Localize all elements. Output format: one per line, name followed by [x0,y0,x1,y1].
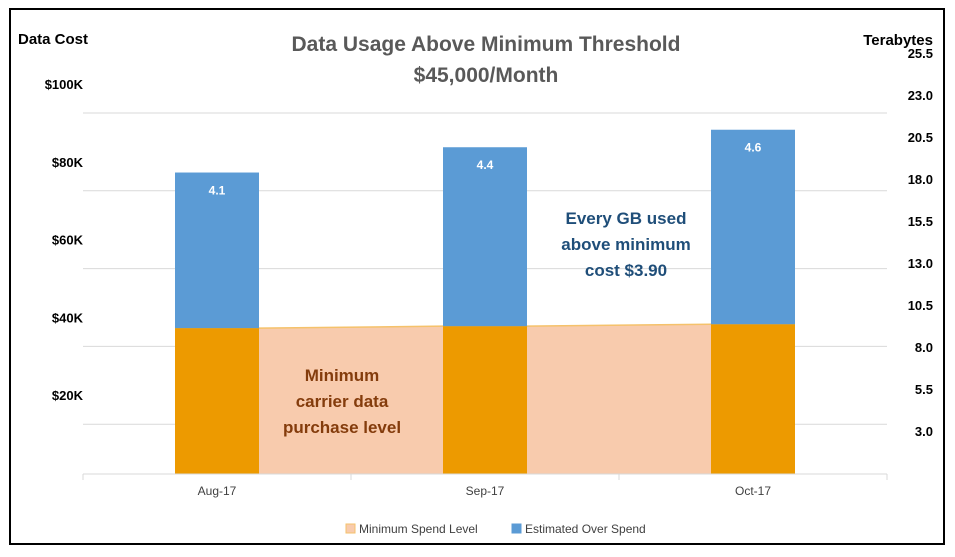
annotation-cost-per-gb-line: cost $3.90 [585,261,667,280]
annotation-minimum-level-line: purchase level [283,418,401,437]
y-left-tick-label: $40K [52,310,84,325]
y-left-tick-label: $80K [52,155,84,170]
chart-title: Data Usage Above Minimum Threshold [292,33,681,56]
bars: 4.1 4.4 4.6 [175,129,795,474]
bar-minimum-spend [711,324,795,474]
y-right-tick-label: 23.0 [908,88,933,103]
bar-estimated-over-spend [443,147,527,327]
bar-data-label: 4.1 [209,184,226,198]
legend-estimated-over-spend-swatch [511,523,522,534]
y-axis-right-title: Terabytes [863,32,933,49]
y-right-tick-label: 15.5 [908,214,933,229]
chart-subtitle: $45,000/Month [414,64,559,87]
axes: $20K $40K $60K $80K $100K 3.0 5.5 8.0 10.5 13.0 15… [45,46,933,498]
y-right-tick-label: 18.0 [908,172,933,187]
y-right-tick-label: 20.5 [908,130,933,145]
y-axis-left-title: Data Cost [18,31,88,48]
annotation-minimum-level-line: carrier data [296,392,389,411]
annotations: Every GB used above minimum cost $3.90 Mini… [283,209,691,437]
y-left-tick-label: $20K [52,388,84,403]
annotation-cost-per-gb-line: above minimum [561,235,690,254]
legend-estimated-over-spend-label: Estimated Over Spend [525,522,646,536]
chart-svg: 4.1 4.4 4.6 $20K $40K $60K $80K $100K 3.0 5.5 8.0… [18,31,933,536]
y-right-tick-label: 10.5 [908,298,933,313]
y-right-tick-label: 13.0 [908,256,933,271]
x-tick-label: Sep-17 [466,484,505,498]
x-tick-label: Aug-17 [198,484,237,498]
y-right-tick-label: 5.5 [915,382,933,397]
legend-minimum-spend-swatch [345,523,356,534]
bar-estimated-over-spend [711,129,795,325]
y-left-tick-label: $100K [45,77,84,92]
bar-data-label: 4.4 [477,158,494,172]
legend: Minimum Spend Level Estimated Over Spend [345,522,646,536]
x-tick-label: Oct-17 [735,484,771,498]
bar-minimum-spend [443,326,527,474]
y-right-tick-label: 8.0 [915,340,933,355]
bar-minimum-spend [175,328,259,474]
annotation-cost-per-gb-line: Every GB used [566,209,687,228]
legend-minimum-spend-label: Minimum Spend Level [359,522,478,536]
bar-estimated-over-spend [175,172,259,329]
y-right-tick-label: 25.5 [908,46,933,61]
chart-frame: 4.1 4.4 4.6 $20K $40K $60K $80K $100K 3.0 5.5 8.0… [9,8,945,545]
annotation-minimum-level-line: Minimum [305,366,380,385]
y-right-tick-label: 3.0 [915,424,933,439]
y-left-tick-label: $60K [52,233,84,248]
bar-data-label: 4.6 [745,141,762,155]
